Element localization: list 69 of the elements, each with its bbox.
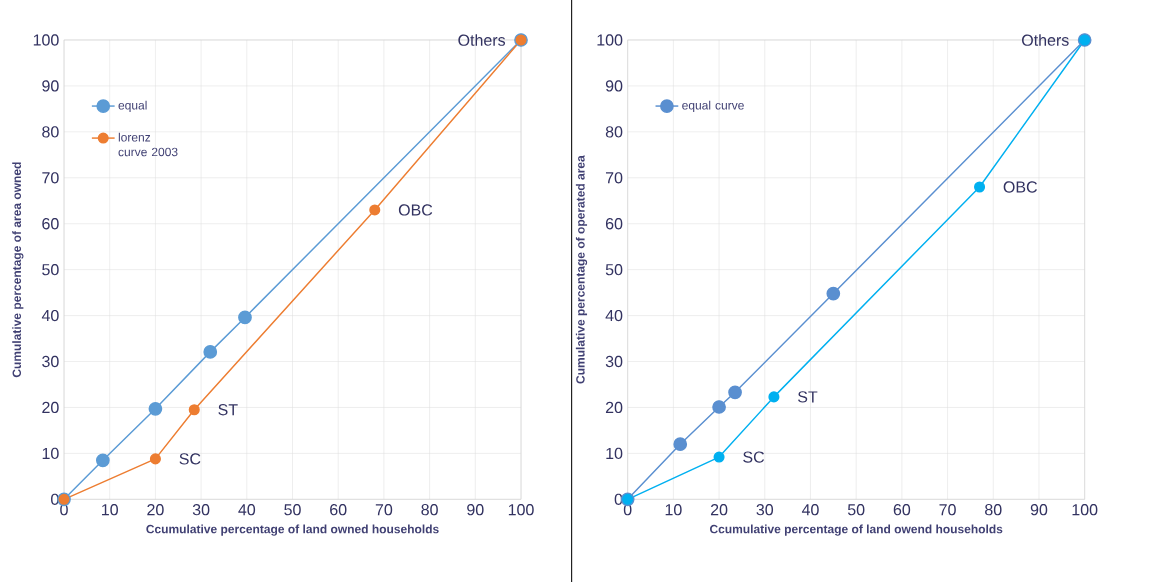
y-tick-label: 50 xyxy=(42,264,59,276)
x-tick-label: 40 xyxy=(238,504,256,516)
y-tick-label: 80 xyxy=(42,126,59,138)
point xyxy=(95,453,110,468)
annotation: SC xyxy=(743,451,765,463)
point xyxy=(673,437,688,452)
x-tick-label: 10 xyxy=(102,504,118,516)
y-tick-label: 20 xyxy=(42,401,59,414)
point xyxy=(728,385,742,400)
y-axis-title: Cumulative percentage of operated area xyxy=(575,155,588,384)
y-tick-label: 10 xyxy=(42,447,59,460)
x-tick-label: 60 xyxy=(330,504,347,516)
annotation: SC xyxy=(179,453,201,465)
annotation: OBC xyxy=(398,204,433,216)
y-tick-label: 20 xyxy=(605,401,623,414)
x-tick-label: 50 xyxy=(847,504,865,516)
x-tick-label: 100 xyxy=(1072,504,1098,516)
x-tick-label: 80 xyxy=(421,504,438,516)
annotation: Others xyxy=(458,34,506,46)
point xyxy=(713,451,725,463)
y-tick-label: 90 xyxy=(42,80,59,92)
x-tick-label: 90 xyxy=(467,504,484,516)
y-tick-label: 40 xyxy=(605,309,623,322)
legend-label: equal xyxy=(118,100,147,112)
y-tick-label: 100 xyxy=(597,34,623,46)
x-tick-label: 30 xyxy=(756,504,774,516)
x-tick-label: 20 xyxy=(710,504,728,516)
annotation: OBC xyxy=(1003,181,1037,193)
x-tick-label: 40 xyxy=(801,504,819,516)
y-tick-label: 80 xyxy=(605,126,623,138)
x-tick-label: 50 xyxy=(284,504,301,516)
y-tick-label: 100 xyxy=(33,34,59,46)
annotation: Others xyxy=(1022,34,1069,46)
annotation: ST xyxy=(218,404,238,416)
x-tick-label: 20 xyxy=(147,504,164,516)
x-tick-label: 90 xyxy=(1030,504,1048,516)
point xyxy=(238,310,252,325)
annotation: ST xyxy=(798,391,818,403)
x-tick-label: 30 xyxy=(192,504,210,516)
x-tick-label: 80 xyxy=(985,504,1002,516)
legend-label: lorenz curve 2003 xyxy=(118,132,178,157)
point xyxy=(369,204,381,216)
x-tick-label: 70 xyxy=(375,504,393,516)
x-tick-label: 70 xyxy=(939,504,956,516)
y-tick-label: 70 xyxy=(605,172,623,184)
y-tick-label: 60 xyxy=(42,218,59,230)
x-tick-label: 10 xyxy=(665,504,682,516)
y-tick-label: 40 xyxy=(41,309,59,322)
x-tick-label: 60 xyxy=(893,504,911,516)
y-tick-label: 60 xyxy=(605,218,623,230)
point xyxy=(712,400,726,414)
y-axis-title: Cumulative percentage of area owned xyxy=(12,162,24,378)
y-tick-label: 70 xyxy=(42,172,59,184)
point xyxy=(149,453,161,465)
y-tick-label: 90 xyxy=(605,80,623,92)
x-tick-label: 100 xyxy=(508,504,534,516)
y-tick-label: 10 xyxy=(606,447,623,460)
point xyxy=(148,401,163,416)
point xyxy=(188,404,200,416)
point xyxy=(974,181,986,193)
y-tick-label: 30 xyxy=(42,355,59,368)
y-tick-label: 50 xyxy=(605,264,623,276)
legend-label: equal curve xyxy=(682,100,744,112)
point xyxy=(768,391,780,403)
point xyxy=(826,286,841,301)
x-axis-title: Ccumulative percentage of land owend households xyxy=(709,524,1003,536)
point xyxy=(203,345,218,359)
x-axis-title: Ccumulative percentage of land owned households xyxy=(146,524,439,536)
y-tick-label: 30 xyxy=(605,355,623,368)
